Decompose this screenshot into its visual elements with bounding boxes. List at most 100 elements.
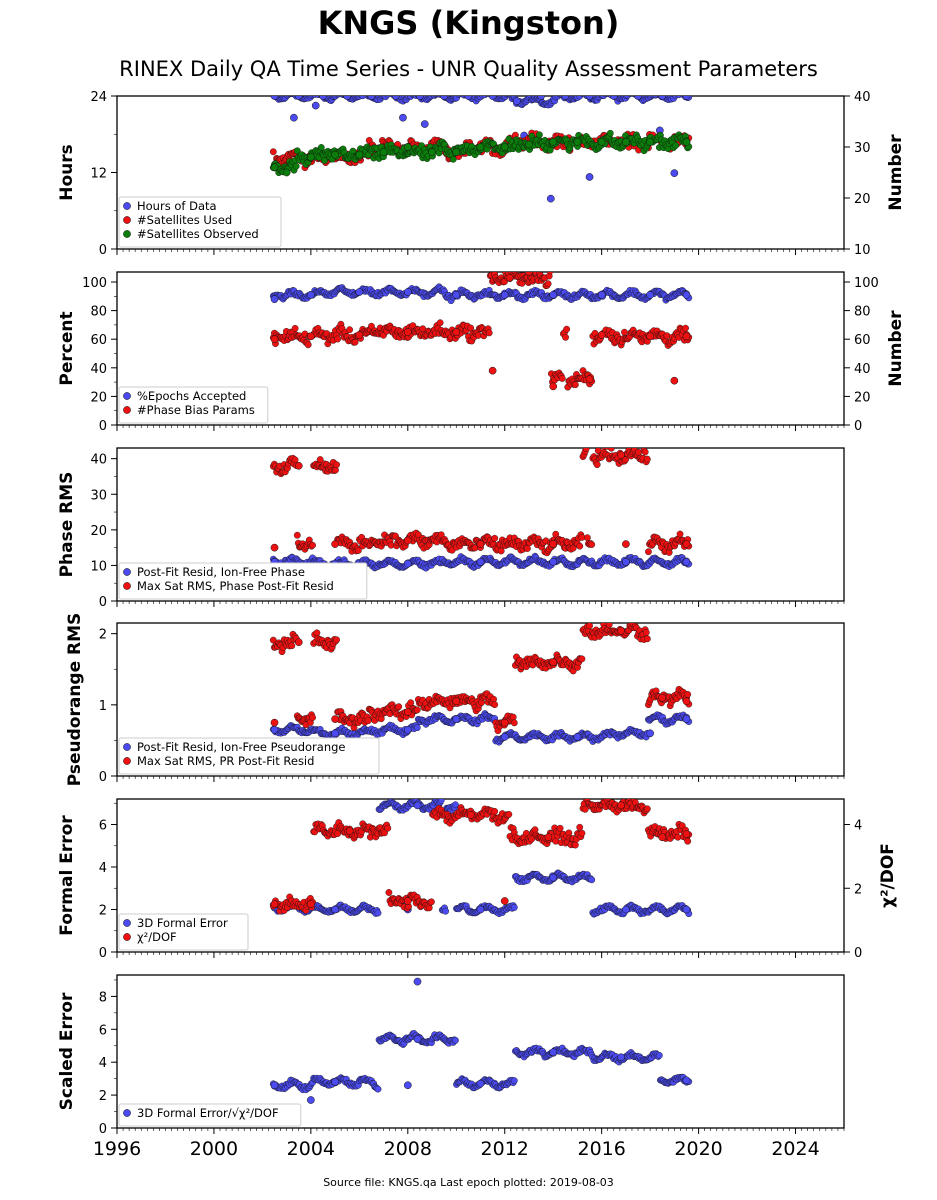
data-point-hours-of-data [358,89,364,95]
data-point-3d-formal-error [413,801,422,810]
y-right-tick-label: 40 [854,90,871,105]
data-point-hours-of-data [462,96,464,97]
legend-marker [123,568,131,576]
data-point-max-sat-rms-pr-post-fit-resid [413,706,421,714]
data-point-hours-of-data [678,88,684,94]
data-point-hours-of-data [609,96,618,100]
data-point-max-sat-rms-phase-post-fit-resid [523,545,531,552]
y-tick-label: 10 [90,559,107,574]
data-point--phase-bias-params [544,280,552,288]
data-point--dof [491,807,499,815]
y-axis-label: Pseudorange RMS [65,613,85,787]
data-point-max-sat-rms-pr-post-fit-resid [617,626,625,635]
data-point-hours-of-data [631,96,635,97]
data-point-hours-of-data [634,96,642,100]
y-tick-label: 30 [90,488,107,503]
data-point--phase-bias-params [304,341,312,349]
y-tick-label: 20 [90,524,107,539]
data-point--phase-bias-params [334,335,342,343]
data-point--phase-bias-params [670,376,679,385]
data-point-hours-of-data [409,89,415,95]
data-point-hours-of-data [290,113,298,122]
y-right-tick-label: 40 [854,362,871,377]
data-point-hours-of-data [319,96,327,100]
legend-marker [123,202,131,210]
data-point-hours-of-data [416,96,424,100]
data-point--phase-bias-params [571,381,579,389]
data-point-hours-of-data [604,87,610,93]
data-point-hours-of-data [654,88,660,94]
data-point-post-fit-resid-ion-free-phase [476,558,485,566]
legend-label: #Phase Bias Params [137,403,255,417]
legend-label: Hours of Data [137,199,217,213]
data-point--phase-bias-params [547,272,554,275]
data-point--phase-bias-params [355,331,364,339]
data-point-max-sat-rms-pr-post-fit-resid [403,708,412,716]
data-point-max-sat-rms-pr-post-fit-resid [658,693,667,702]
y-tick-label: 0 [99,946,107,961]
data-point-max-sat-rms-pr-post-fit-resid [491,701,499,709]
data-point--satellites-observed [331,150,339,159]
data-point-max-sat-rms-pr-post-fit-resid [288,642,296,650]
data-point-max-sat-rms-pr-post-fit-resid [509,713,517,721]
data-point-3d-formal-error [476,905,485,914]
data-point-hours-of-data [561,96,570,100]
data-point-post-fit-resid-ion-free-pseudorange [500,733,509,741]
data-point-hours-of-data [546,194,555,203]
data-point-hours-of-data [367,96,376,100]
data-point-post-fit-resid-ion-free-pseudorange [646,729,654,738]
y-tick-label: 0 [99,770,107,785]
data-point-max-sat-rms-phase-post-fit-resid [682,540,691,548]
data-point-3d-formal-error [588,876,596,884]
data-point-max-sat-rms-pr-post-fit-resid [586,623,593,630]
legend-label: Max Sat RMS, PR Post-Fit Resid [137,754,314,768]
data-point-hours-of-data [464,96,473,100]
legend-label: %Epochs Accepted [137,389,246,403]
data-point-hours-of-data [270,96,279,100]
data-point-hours-of-data [606,88,612,94]
data-point-hours-of-data [361,89,367,95]
data-point--epochs-accepted [646,291,654,299]
data-point-hours-of-data [364,96,368,97]
legend-marker [123,406,131,414]
data-point-hours-of-data [481,89,487,95]
data-point-max-sat-rms-phase-post-fit-resid [622,540,630,548]
data-point-hours-of-data [585,96,594,100]
data-point--epochs-accepted [355,288,364,296]
y-right-tick-label: 0 [854,946,862,961]
data-point-hours-of-data [658,96,667,100]
y-right-axis-label: χ²/DOF [878,843,898,908]
legend-label: #Satellites Used [137,213,232,227]
data-point-hours-of-data [316,89,322,95]
data-point--satellites-observed [321,157,328,164]
data-point-hours-of-data [677,89,683,95]
y-tick-label: 2 [99,904,107,919]
data-point-post-fit-resid-ion-free-pseudorange [270,725,279,734]
data-point-max-sat-rms-phase-post-fit-resid [576,542,584,550]
data-point-3d-formal-error [622,905,630,914]
data-point--satellites-observed [476,143,485,151]
data-point-max-sat-rms-phase-post-fit-resid [403,536,412,545]
data-point-hours-of-data [682,96,691,100]
data-point--phase-bias-params [646,332,654,341]
data-point-max-sat-rms-pr-post-fit-resid [549,658,558,666]
y-right-axis-label: Number [886,134,906,211]
data-point-hours-of-data [386,88,392,94]
data-point-hours-of-data [343,96,352,100]
data-point--phase-bias-params [488,366,497,375]
data-point--phase-bias-params [563,325,571,333]
data-point-hours-of-data [311,101,320,110]
data-point--phase-bias-params [558,375,566,382]
y-axis-label: Percent [57,311,77,385]
data-point-max-sat-rms-pr-post-fit-resid [333,636,340,644]
data-point--phase-bias-params [291,324,299,332]
data-point-max-sat-rms-pr-post-fit-resid [309,714,316,721]
data-point-hours-of-data [387,88,393,94]
data-point-max-sat-rms-phase-post-fit-resid [645,548,652,556]
data-point-hours-of-data [458,89,464,95]
data-point-hours-of-data [537,96,545,100]
data-point--phase-bias-params [351,338,359,346]
data-point-hours-of-data [464,96,468,97]
data-point-hours-of-data [488,96,491,97]
